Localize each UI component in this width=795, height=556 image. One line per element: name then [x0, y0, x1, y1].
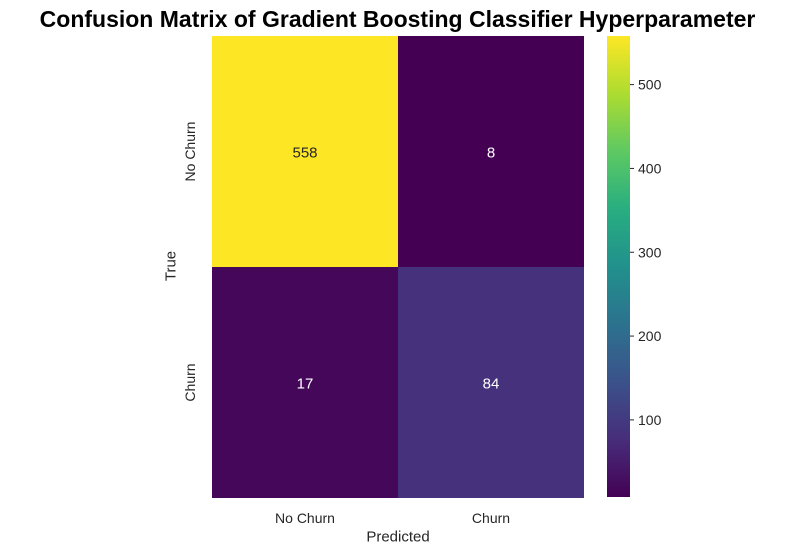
heatmap-cell: [212, 267, 398, 498]
y-tick-label: No Churn: [182, 122, 198, 182]
cell-value-label: 8: [487, 145, 495, 162]
heatmap-cell: [398, 267, 584, 498]
colorbar-tick-label: 500: [638, 77, 662, 93]
colorbar-tick-label: 100: [638, 412, 662, 428]
chart-title: Confusion Matrix of Gradient Boosting Cl…: [39, 6, 756, 32]
cell-value-label: 84: [483, 376, 500, 393]
y-tick-label: Churn: [182, 363, 198, 401]
cell-value-label: 558: [292, 145, 317, 162]
x-tick-label: No Churn: [275, 510, 335, 526]
colorbar-tick-label: 200: [638, 328, 662, 344]
cell-value-label: 17: [297, 376, 314, 393]
heatmap-cell: [212, 36, 398, 267]
colorbar-tick-label: 400: [638, 160, 662, 176]
x-tick-label: Churn: [472, 510, 510, 526]
x-axis-label: Predicted: [366, 528, 430, 546]
colorbar: [607, 36, 630, 497]
heatmap-cell: [398, 36, 584, 267]
colorbar-tick-label: 300: [638, 244, 662, 260]
